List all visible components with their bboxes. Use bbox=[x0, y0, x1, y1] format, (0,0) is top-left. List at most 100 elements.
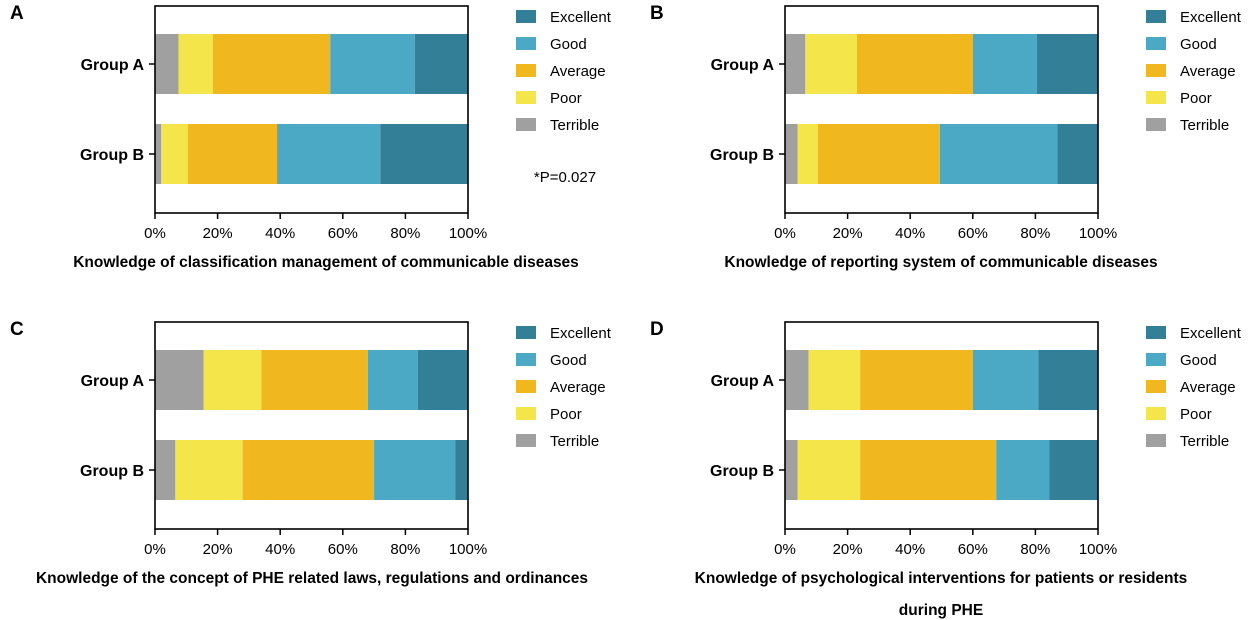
bar-segment-poor bbox=[808, 350, 861, 410]
legend-label-excellent: Excellent bbox=[1180, 9, 1242, 26]
legend-label-good: Good bbox=[1180, 36, 1217, 53]
x-tick-label: 20% bbox=[203, 225, 233, 242]
legend-label-terrible: Terrible bbox=[1180, 433, 1229, 450]
x-tick-label: 100% bbox=[449, 541, 487, 558]
legend-label-terrible: Terrible bbox=[1180, 117, 1229, 134]
legend-swatch-poor bbox=[516, 407, 536, 420]
x-tick-label: 40% bbox=[895, 541, 925, 558]
x-tick-label: 100% bbox=[1079, 541, 1117, 558]
panel-a: A Group A Group B 0% 20% 40% 60% 80% 100% Knowled… bbox=[10, 3, 612, 271]
legend-swatch-good bbox=[516, 353, 536, 366]
significance-annotation: *P=0.027 bbox=[534, 169, 596, 186]
plot-frame bbox=[154, 321, 469, 530]
y-tick-label: Group A bbox=[711, 57, 775, 74]
x-tick-label: 60% bbox=[958, 225, 988, 242]
axis-title: Knowledge of psychological interventions… bbox=[695, 570, 1188, 587]
plot-frame bbox=[784, 5, 1099, 214]
x-tick-label: 20% bbox=[203, 541, 233, 558]
plot-frame bbox=[154, 5, 469, 214]
bar-segment-good bbox=[374, 440, 456, 500]
legend-label-excellent: Excellent bbox=[550, 9, 612, 26]
legend-swatch-excellent bbox=[516, 10, 536, 23]
panel-b: B Group A Group B 0% 20% 40% 60% 80% 100% Knowled… bbox=[650, 3, 1242, 271]
x-tick-label: 80% bbox=[390, 225, 420, 242]
legend-label-good: Good bbox=[550, 36, 587, 53]
x-tick-label: 80% bbox=[1020, 541, 1050, 558]
legend-swatch-excellent bbox=[1146, 10, 1166, 23]
bar-segment-terrible bbox=[785, 440, 798, 500]
legend-label-poor: Poor bbox=[550, 406, 582, 423]
bar-segment-average bbox=[817, 124, 940, 184]
legend-swatch-good bbox=[1146, 353, 1166, 366]
x-tick-label: 100% bbox=[449, 225, 487, 242]
x-tick-label: 80% bbox=[390, 541, 420, 558]
legend-label-average: Average bbox=[1180, 63, 1236, 80]
bar-segment-poor bbox=[203, 350, 262, 410]
panel-letter: D bbox=[650, 319, 664, 340]
bar-segment-good bbox=[996, 440, 1050, 500]
y-tick-label: Group A bbox=[81, 373, 145, 390]
bar-segment-excellent bbox=[1049, 440, 1098, 500]
bar-segment-excellent bbox=[417, 350, 468, 410]
legend-label-terrible: Terrible bbox=[550, 117, 599, 134]
x-tick-label: 60% bbox=[328, 541, 358, 558]
panel-letter: A bbox=[10, 3, 24, 24]
bar-segment-good bbox=[277, 124, 381, 184]
legend-swatch-excellent bbox=[1146, 326, 1166, 339]
bar-segment-terrible bbox=[785, 34, 806, 94]
bar-segment-poor bbox=[178, 34, 213, 94]
bar-segment-good bbox=[972, 350, 1039, 410]
bar-segment-excellent bbox=[1057, 124, 1098, 184]
bar-segment-good bbox=[939, 124, 1058, 184]
legend-swatch-good bbox=[516, 37, 536, 50]
bar-segment-poor bbox=[805, 34, 857, 94]
plot-frame bbox=[784, 321, 1099, 530]
legend-label-excellent: Excellent bbox=[550, 325, 612, 342]
x-tick-label: 40% bbox=[265, 541, 295, 558]
bar-segment-terrible bbox=[785, 124, 798, 184]
panel-letter: B bbox=[650, 3, 664, 24]
legend-swatch-poor bbox=[516, 91, 536, 104]
bar-segment-poor bbox=[797, 124, 818, 184]
legend-label-excellent: Excellent bbox=[1180, 325, 1242, 342]
legend-label-poor: Poor bbox=[1180, 406, 1212, 423]
legend-label-terrible: Terrible bbox=[550, 433, 599, 450]
axis-title: Knowledge of the concept of PHE related … bbox=[36, 570, 588, 587]
bar-segment-good bbox=[330, 34, 415, 94]
bar-segment-excellent bbox=[380, 124, 468, 184]
bar-segment-terrible bbox=[155, 34, 179, 94]
bar-segment-excellent bbox=[455, 440, 468, 500]
legend-swatch-average bbox=[1146, 64, 1166, 77]
panel-c: C Group A Group B 0% 20% 40% 60% 80% 100% Knowled… bbox=[10, 319, 612, 587]
bar-segment-poor bbox=[161, 124, 188, 184]
y-tick-label: Group B bbox=[80, 463, 144, 480]
bar-segment-average bbox=[860, 350, 973, 410]
legend-swatch-poor bbox=[1146, 407, 1166, 420]
bar-segment-good bbox=[972, 34, 1037, 94]
legend-label-good: Good bbox=[550, 352, 587, 369]
legend-label-poor: Poor bbox=[550, 90, 582, 107]
legend-swatch-poor bbox=[1146, 91, 1166, 104]
y-tick-label: Group A bbox=[81, 57, 145, 74]
bar-segment-excellent bbox=[1036, 34, 1098, 94]
y-tick-label: Group A bbox=[711, 373, 775, 390]
x-tick-label: 0% bbox=[774, 225, 796, 242]
bar-segment-poor bbox=[797, 440, 861, 500]
bar-segment-terrible bbox=[155, 124, 162, 184]
legend-swatch-good bbox=[1146, 37, 1166, 50]
y-tick-label: Group B bbox=[80, 147, 144, 164]
y-tick-label: Group B bbox=[710, 463, 774, 480]
legend-label-average: Average bbox=[550, 63, 606, 80]
x-tick-label: 20% bbox=[833, 541, 863, 558]
x-tick-label: 100% bbox=[1079, 225, 1117, 242]
bar-segment-terrible bbox=[785, 350, 809, 410]
x-tick-label: 20% bbox=[833, 225, 863, 242]
x-tick-label: 60% bbox=[958, 541, 988, 558]
legend-swatch-terrible bbox=[516, 434, 536, 447]
x-tick-label: 0% bbox=[774, 541, 796, 558]
legend-label-good: Good bbox=[1180, 352, 1217, 369]
x-tick-label: 0% bbox=[144, 225, 166, 242]
legend-swatch-terrible bbox=[516, 118, 536, 131]
x-tick-label: 40% bbox=[265, 225, 295, 242]
